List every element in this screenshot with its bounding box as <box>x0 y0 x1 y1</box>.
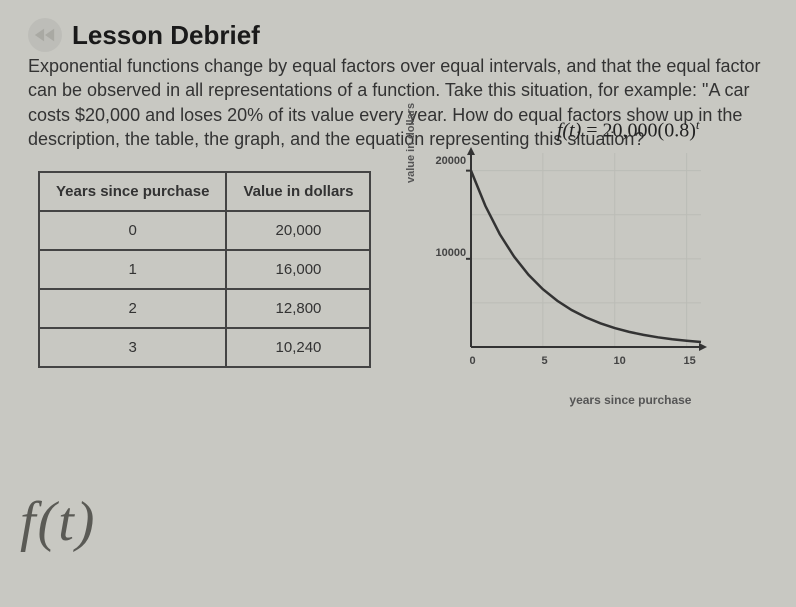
header: Lesson Debrief <box>28 18 768 52</box>
ytick-10000: 10000 <box>435 247 466 259</box>
xtick-0: 0 <box>469 355 475 367</box>
x-axis-label: years since purchase <box>569 393 691 407</box>
col-header-years: Years since purchase <box>39 172 226 211</box>
xtick-15: 15 <box>683 355 695 367</box>
table-row: 1 16,000 <box>39 250 370 289</box>
equation-exp: t <box>696 117 700 132</box>
equation-rhs: = 20,000(0.8) <box>586 120 696 142</box>
chart: value in dollars years since purchase 20… <box>411 143 711 403</box>
xtick-10: 10 <box>613 355 625 367</box>
equation-lhs: f(t) <box>557 120 581 142</box>
lesson-title: Lesson Debrief <box>72 20 260 51</box>
ytick-20000: 20000 <box>435 155 466 167</box>
xtick-5: 5 <box>541 355 547 367</box>
chart-svg <box>411 143 711 383</box>
data-table: Years since purchase Value in dollars 0 … <box>38 171 371 368</box>
y-axis-label: value in dollars <box>405 103 417 183</box>
col-header-value: Value in dollars <box>226 172 370 211</box>
equation: f(t) = 20,000(0.8)t <box>557 117 700 143</box>
chart-wrap: f(t) = 20,000(0.8)t value in dollars yea… <box>411 117 711 403</box>
table-row: 3 10,240 <box>39 328 370 367</box>
handwriting: f(t) <box>20 490 96 554</box>
table-row: 0 20,000 <box>39 211 370 250</box>
rewind-icon <box>28 18 62 52</box>
content-row: Years since purchase Value in dollars 0 … <box>28 161 768 403</box>
table-row: 2 12,800 <box>39 289 370 328</box>
